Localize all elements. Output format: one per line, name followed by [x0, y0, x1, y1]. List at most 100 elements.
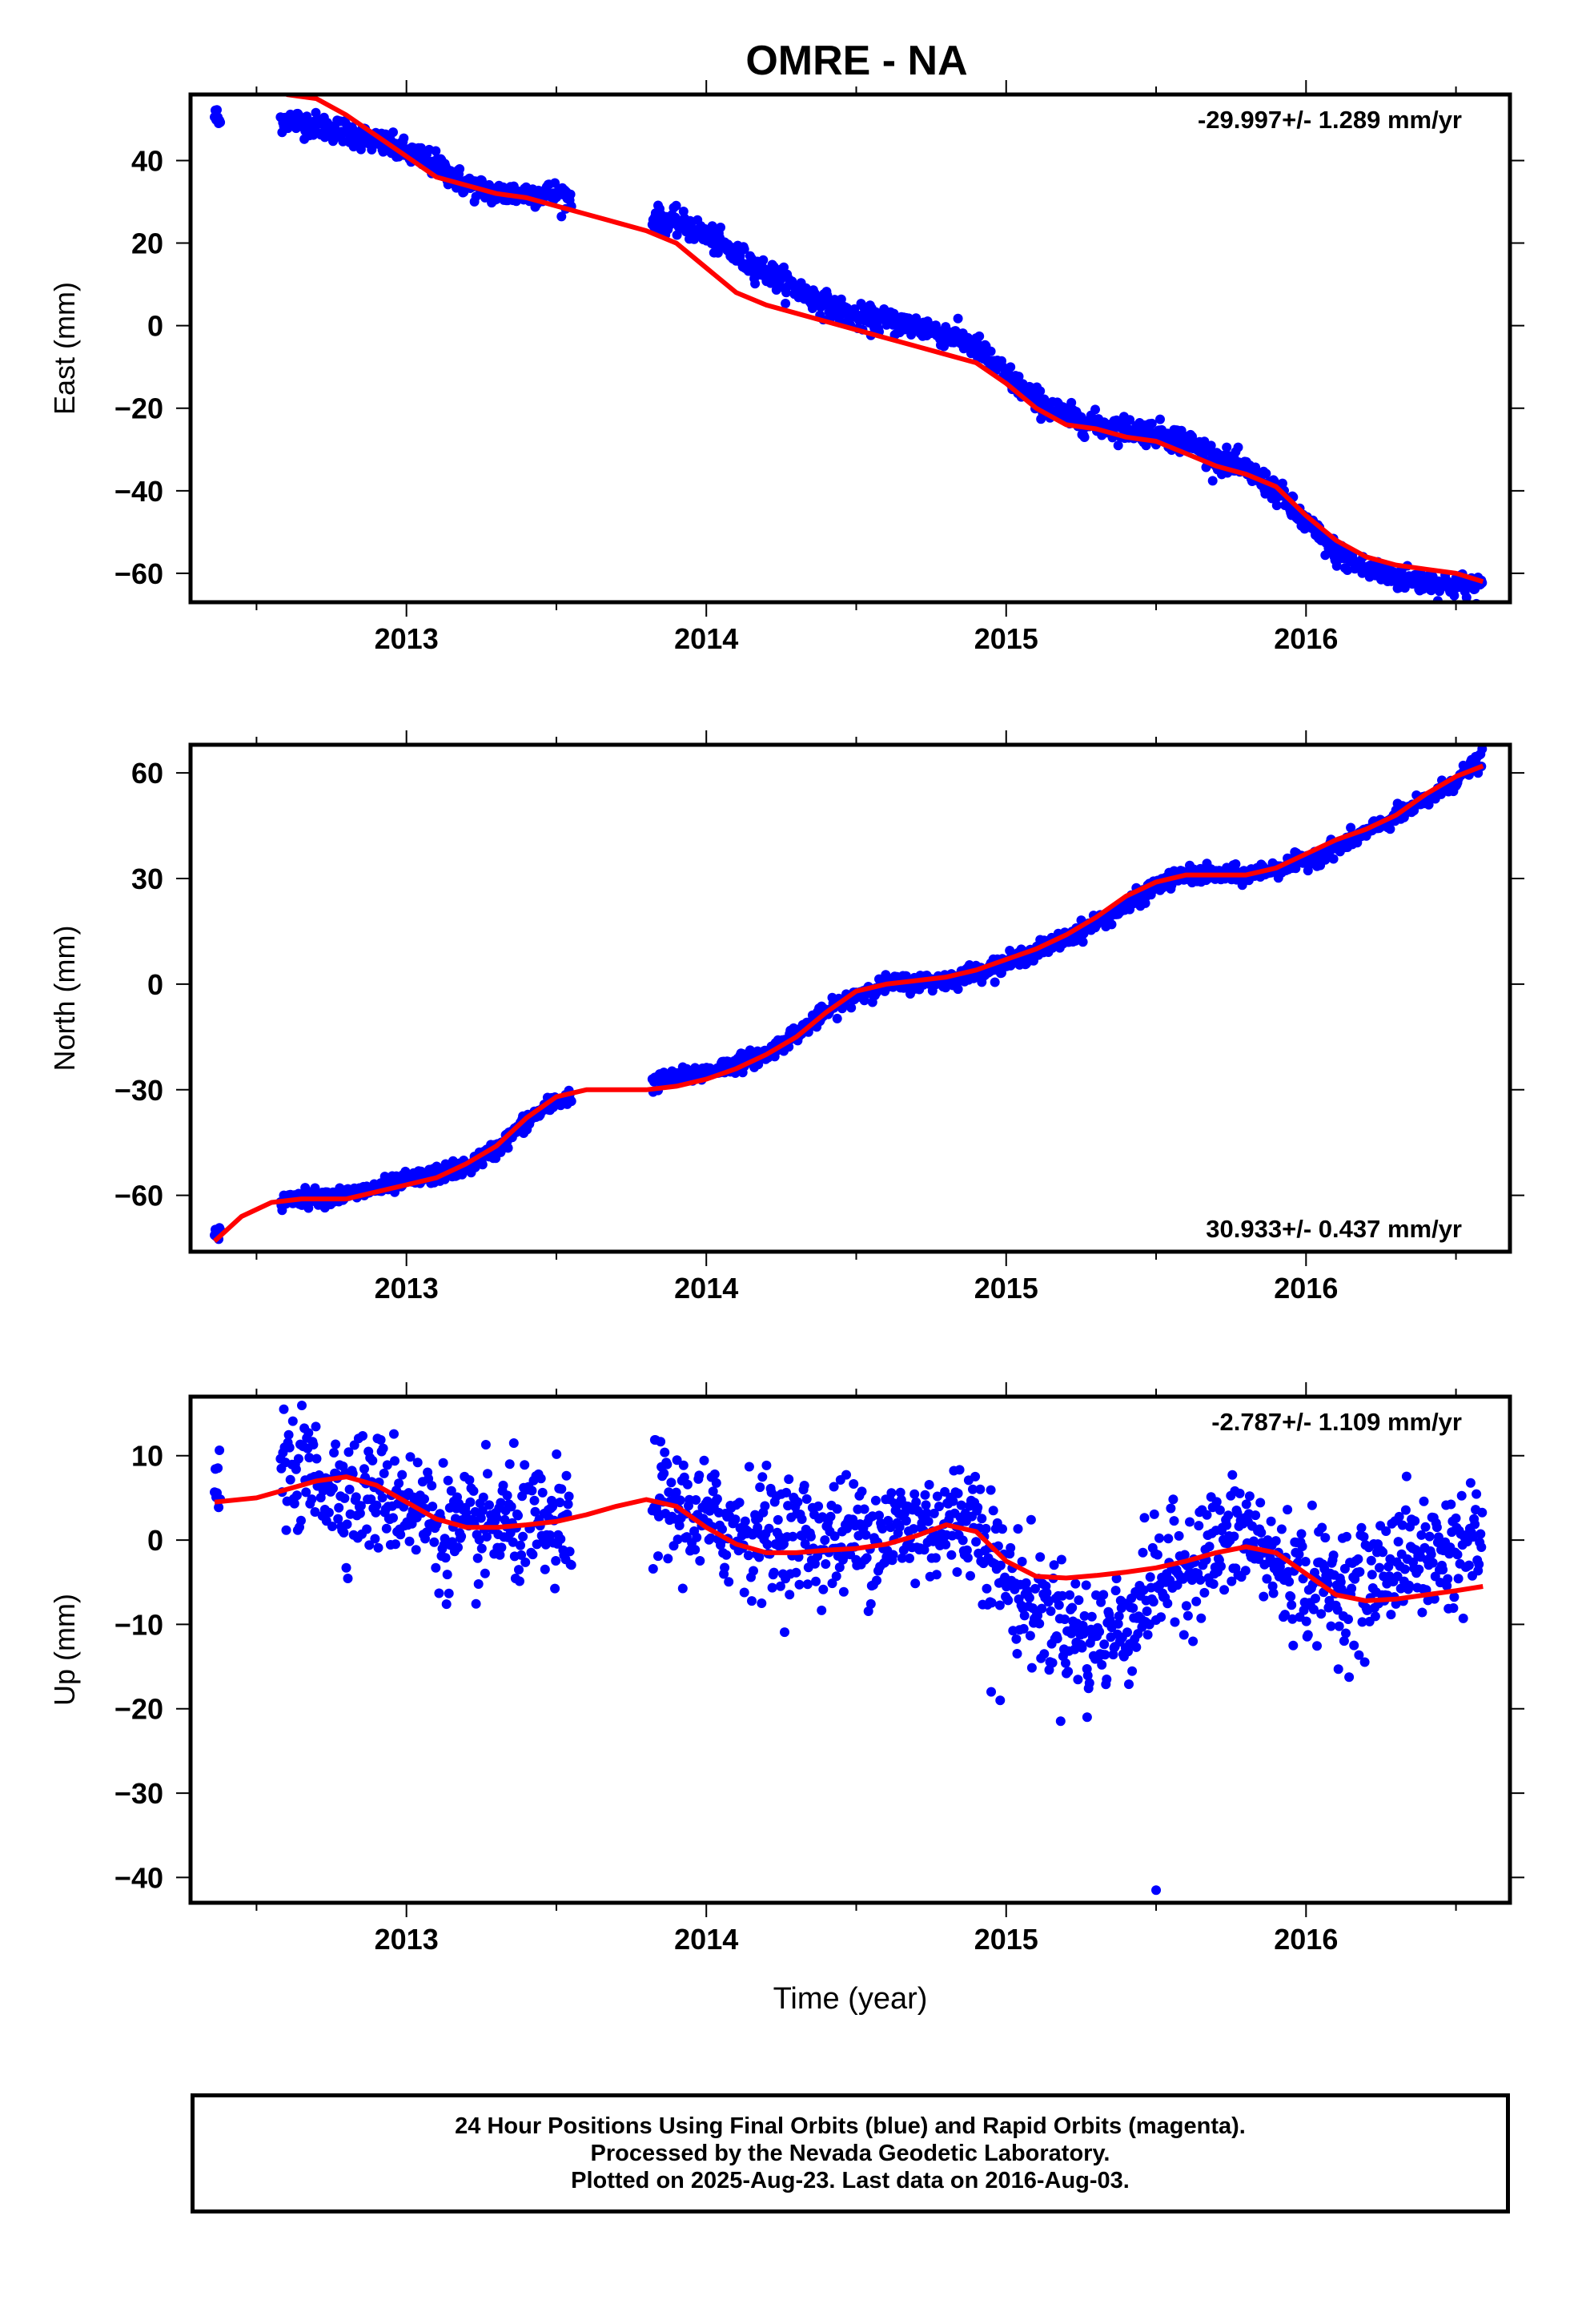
data-point: [1035, 386, 1046, 396]
data-point: [1449, 1592, 1460, 1602]
data-point: [1429, 1594, 1439, 1604]
data-point: [355, 1501, 366, 1511]
data-point: [327, 1522, 337, 1531]
data-point: [1335, 1577, 1346, 1587]
x-tick-label: 2015: [974, 1923, 1038, 1956]
data-point: [1025, 1630, 1035, 1641]
data-point: [1033, 1610, 1043, 1621]
data-point: [717, 1524, 727, 1534]
data-point: [1449, 590, 1460, 601]
y-tick-label: 20: [131, 227, 163, 260]
data-point: [279, 1404, 289, 1414]
data-point: [1446, 1499, 1456, 1510]
data-point: [813, 1501, 824, 1511]
data-point: [566, 1096, 576, 1107]
data-point: [378, 1443, 388, 1454]
y-axis-label: North (mm): [48, 926, 81, 1072]
y-tick-label: 0: [147, 1524, 163, 1557]
data-point: [1013, 1524, 1023, 1534]
panel-up: 2013 2014 2015 2016 −40 −30 −20 −10 0 10 Up (mm) -2…: [48, 1382, 1524, 1956]
data-point: [1370, 1611, 1380, 1622]
data-point: [724, 1577, 734, 1587]
data-point: [1168, 1494, 1178, 1505]
data-point: [877, 1523, 888, 1534]
data-point: [551, 1556, 561, 1566]
data-point: [1227, 1576, 1237, 1586]
data-point: [1138, 1547, 1148, 1558]
data-point: [952, 1567, 962, 1577]
data-point: [1268, 1588, 1279, 1598]
data-point: [832, 1504, 842, 1514]
data-point: [678, 1460, 689, 1470]
data-point: [379, 1468, 389, 1478]
data-point: [1401, 1471, 1411, 1482]
data-point: [420, 1494, 429, 1504]
data-point: [1111, 1574, 1122, 1584]
data-point: [1341, 1628, 1351, 1638]
data-point: [504, 1459, 515, 1470]
data-point: [1297, 1542, 1307, 1551]
data-point: [373, 1542, 383, 1553]
data-point: [739, 244, 749, 255]
data-point: [287, 1384, 296, 1393]
data-point: [397, 1470, 408, 1480]
data-point: [281, 1525, 291, 1535]
data-point: [377, 1493, 387, 1503]
data-point: [895, 1487, 905, 1498]
x-tick-label: 2014: [674, 622, 738, 655]
data-point: [953, 984, 963, 995]
y-tick-label: 10: [131, 1440, 163, 1473]
data-point: [1378, 1547, 1388, 1558]
data-point: [780, 1627, 789, 1638]
data-point: [1287, 1614, 1298, 1624]
data-point: [672, 1455, 682, 1466]
data-point: [755, 1482, 765, 1493]
x-tick-label: 2016: [1274, 1272, 1338, 1305]
data-point: [474, 1534, 484, 1545]
data-point: [1386, 1610, 1396, 1620]
data-point: [506, 1502, 516, 1512]
data-point: [1477, 1507, 1488, 1518]
data-point: [405, 1452, 416, 1462]
data-point: [1399, 1564, 1410, 1574]
data-point: [1342, 1531, 1351, 1542]
data-point: [1458, 1613, 1468, 1623]
data-point: [367, 144, 377, 155]
data-point: [564, 1546, 575, 1557]
data-point: [389, 1429, 399, 1439]
data-point: [659, 1468, 669, 1478]
data-point: [842, 1523, 852, 1534]
data-point: [962, 1553, 973, 1563]
data-point: [682, 1479, 693, 1490]
data-point: [694, 1470, 705, 1481]
data-point: [1166, 1503, 1176, 1514]
data-point: [343, 1574, 353, 1583]
data-point: [712, 1494, 722, 1504]
data-point: [434, 1588, 444, 1598]
data-point: [948, 1496, 958, 1506]
data-point: [381, 1523, 391, 1534]
data-point: [671, 1487, 681, 1498]
data-point: [464, 1475, 475, 1486]
data-point: [1139, 1513, 1150, 1523]
data-point: [1280, 1610, 1290, 1620]
data-point: [1470, 1519, 1480, 1530]
data-point: [794, 1579, 805, 1590]
data-point: [1077, 1642, 1087, 1653]
data-point: [1091, 1590, 1101, 1600]
data-point: [307, 1494, 317, 1505]
data-point: [1014, 372, 1024, 382]
data-point: [388, 1513, 398, 1523]
data-point: [291, 1464, 301, 1474]
data-point: [394, 1478, 404, 1489]
data-point: [720, 1562, 730, 1573]
data-point: [690, 1545, 701, 1555]
x-tick-label: 2015: [974, 1272, 1038, 1305]
data-point: [1410, 1516, 1420, 1526]
data-point: [861, 1553, 872, 1563]
data-point: [427, 1481, 437, 1491]
data-point: [909, 1524, 919, 1534]
data-point: [857, 1486, 867, 1497]
data-point: [483, 1469, 492, 1479]
